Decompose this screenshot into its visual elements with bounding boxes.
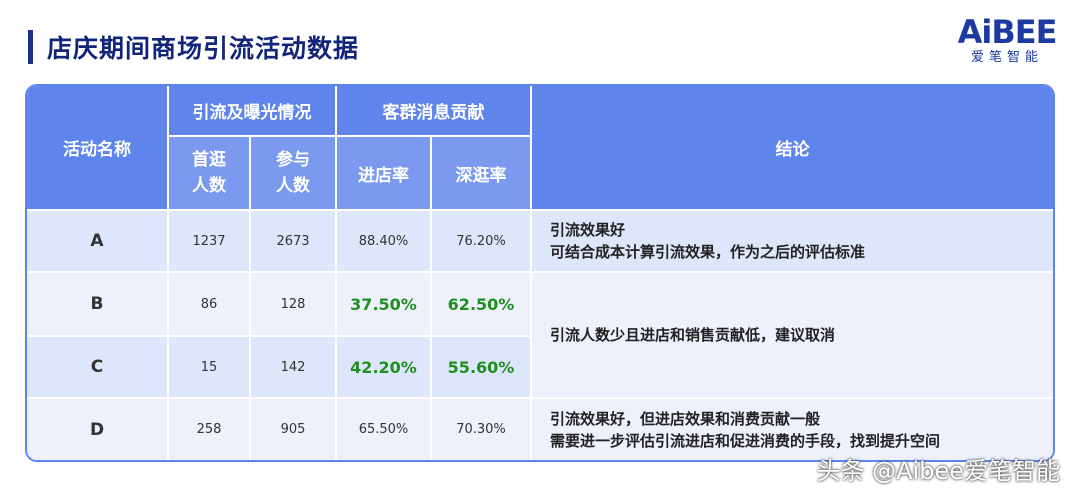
table-row: B 86 128 37.50% 62.50% 引流人数少且进店和销售贡献低，建议… [27,272,1053,399]
header-row-2: 首逛人数 参与人数 进店率 深逛率 [27,136,1053,211]
participants-cell: 2673 [250,210,337,273]
header-entry-rate: 进店率 [336,136,432,211]
conclusion-line: 引流效果好 [550,221,626,239]
conclusion-cell: 引流效果好，但进店效果和消费贡献一般 需要进一步评估引流进店和促进消费的手段，找… [531,398,1053,460]
participants-cell: 128 [250,272,337,337]
brand-logo: AiBEE 爱笔智能 [952,14,1062,66]
table-row: C 15 142 42.20% 55.60% [27,336,1053,399]
deep-visit-rate-cell: 55.60% [431,336,532,399]
first-visit-cell: 258 [168,398,251,460]
deep-visit-rate-cell: 70.30% [431,398,532,460]
activity-data-table: 活动名称 引流及曝光情况 客群消息贡献 结论 首逛人数 参与人数 进店率 深逛率… [27,86,1053,460]
participants-cell: 905 [250,398,337,460]
conclusion-line: 可结合成本计算引流效果，作为之后的评估标准 [550,243,866,261]
entry-rate-cell: 88.40% [336,210,432,273]
first-visit-cell: 86 [168,272,251,337]
entry-rate-cell: 42.20% [336,336,432,399]
conclusion-line: 引流效果好，但进店效果和消费贡献一般 [550,409,821,428]
header-group-contribution: 客群消息贡献 [336,86,532,137]
table-row: D 258 905 65.50% 70.30% 引流效果好，但进店效果和消费贡献… [27,398,1053,460]
title-accent-bar [28,30,33,64]
conclusion-cell: 引流效果好 可结合成本计算引流效果，作为之后的评估标准 [531,210,1053,273]
header-conclusion: 结论 [531,86,1053,211]
entry-rate-cell: 37.50% [336,272,432,337]
activity-name-cell: A [27,210,169,273]
header-deep-visit-rate: 深逛率 [431,136,532,211]
watermark-text: 头条 @Aibee爱笔智能 [816,457,1060,485]
header-first-visit: 首逛人数 [168,136,251,211]
table-row: A 1237 2673 88.40% 76.20% 引流效果好 可结合成本计算引… [27,210,1053,273]
deep-visit-rate-cell: 62.50% [431,272,532,337]
logo-wordmark: AiBEE [957,13,1058,51]
header-activity-name: 活动名称 [27,86,169,211]
activity-name-cell: B [27,272,169,337]
header-row-1: 活动名称 引流及曝光情况 客群消息贡献 结论 [27,86,1053,211]
header-participants: 参与人数 [250,136,337,211]
deep-visit-rate-cell: 76.20% [431,210,532,273]
page-title-bar: 店庆期间商场引流活动数据 [28,28,359,66]
logo-subtitle: 爱笔智能 [970,50,1043,65]
first-visit-cell: 1237 [168,210,251,273]
data-table-container: 活动名称 引流及曝光情况 客群消息贡献 结论 首逛人数 参与人数 进店率 深逛率… [25,84,1055,462]
participants-cell: 142 [250,336,337,399]
header-group-traffic: 引流及曝光情况 [168,86,337,137]
activity-name-cell: D [27,398,169,460]
conclusion-cell: 引流人数少且进店和销售贡献低，建议取消 [531,272,1053,399]
conclusion-line: 需要进一步评估引流进店和促进消费的手段，找到提升空间 [550,431,941,450]
activity-name-cell: C [27,336,169,399]
page-title: 店庆期间商场引流活动数据 [47,34,360,63]
first-visit-cell: 15 [168,336,251,399]
entry-rate-cell: 65.50% [336,398,432,460]
